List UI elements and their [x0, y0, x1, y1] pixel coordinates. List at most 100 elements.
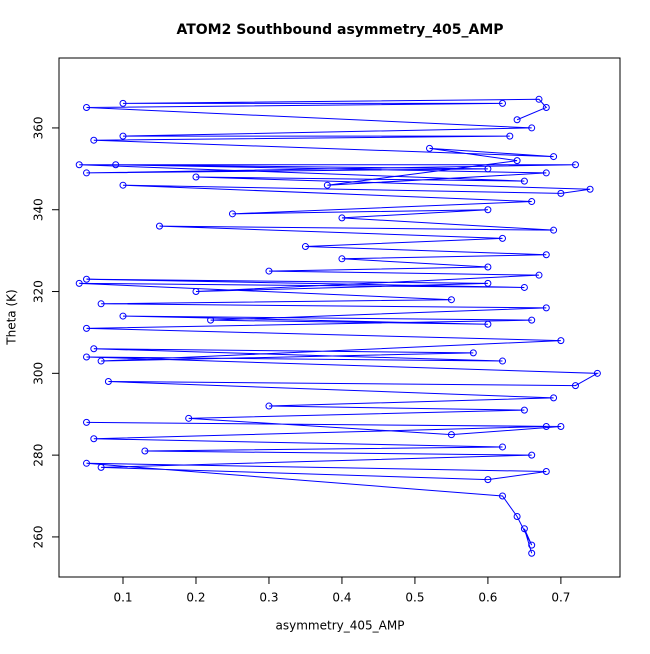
data-point [83, 275, 91, 283]
data-point [265, 267, 273, 275]
data-point [593, 369, 601, 377]
data-point [499, 234, 507, 242]
y-tick-label: 260 [32, 525, 46, 548]
data-point [83, 459, 91, 467]
data-point [528, 124, 536, 132]
data-point [83, 169, 91, 177]
data-point [484, 263, 492, 271]
data-point [528, 549, 536, 557]
data-point [90, 435, 98, 443]
data-point [520, 406, 528, 414]
data-point [141, 447, 149, 455]
data-point [83, 103, 91, 111]
data-point [520, 283, 528, 291]
data-point [447, 431, 455, 439]
data-point [338, 255, 346, 263]
data-line [79, 98, 600, 554]
data-point [90, 345, 98, 353]
data-point [119, 132, 127, 140]
x-tick-label: 0.6 [478, 591, 497, 605]
data-point [499, 99, 507, 107]
data-point [557, 422, 565, 430]
data-point [447, 296, 455, 304]
data-point [499, 443, 507, 451]
data-point [506, 132, 514, 140]
data-point [192, 173, 200, 181]
x-tick-label: 0.2 [186, 591, 205, 605]
data-point [484, 476, 492, 484]
data-point [119, 181, 127, 189]
data-point [484, 279, 492, 287]
data-point [75, 279, 83, 287]
y-tick-label: 300 [32, 362, 46, 385]
data-point [528, 316, 536, 324]
data-point [557, 337, 565, 345]
data-point [119, 312, 127, 320]
data-point [185, 414, 193, 422]
data-point [535, 271, 543, 279]
data-point [542, 103, 550, 111]
y-tick-label: 280 [32, 444, 46, 467]
data-point [97, 463, 105, 471]
data-point [557, 189, 565, 197]
y-tick-label: 340 [32, 198, 46, 221]
data-point [97, 300, 105, 308]
data-point [83, 324, 91, 332]
data-point [520, 177, 528, 185]
data-point [90, 136, 98, 144]
y-tick-label: 320 [32, 280, 46, 303]
data-point [83, 418, 91, 426]
data-point [119, 99, 127, 107]
y-axis-label: Theta (K) [5, 289, 19, 345]
plot-box [58, 57, 621, 578]
data-point [586, 185, 594, 193]
data-point [520, 525, 528, 533]
data-point [83, 353, 91, 361]
data-point [550, 226, 558, 234]
data-point [542, 467, 550, 475]
data-point [513, 116, 521, 124]
data-point [112, 161, 120, 169]
data-point [499, 492, 507, 500]
data-point [542, 422, 550, 430]
x-tick-label: 0.5 [405, 591, 424, 605]
x-tick-label: 0.7 [551, 591, 570, 605]
data-point [228, 210, 236, 218]
data-point [513, 157, 521, 165]
x-tick-label: 0.1 [113, 591, 132, 605]
data-point [104, 378, 112, 386]
data-point [528, 541, 536, 549]
data-point [484, 206, 492, 214]
data-point [75, 161, 83, 169]
x-tick-label: 0.4 [332, 591, 351, 605]
data-point [426, 144, 434, 152]
data-point [192, 288, 200, 296]
data-point [571, 161, 579, 169]
data-point [513, 512, 521, 520]
data-point [155, 222, 163, 230]
x-axis-label: asymmetry_405_AMP [276, 619, 405, 633]
data-point [542, 251, 550, 259]
data-point [484, 165, 492, 173]
data-point [338, 214, 346, 222]
data-point [542, 169, 550, 177]
x-tick-label: 0.3 [259, 591, 278, 605]
data-point [469, 349, 477, 357]
data-point [550, 153, 558, 161]
data-point [535, 95, 543, 103]
data-point [301, 243, 309, 251]
data-point [571, 382, 579, 390]
data-point [97, 357, 105, 365]
data-point [528, 198, 536, 206]
y-tick-label: 360 [32, 116, 46, 139]
data-point [542, 304, 550, 312]
data-point [484, 320, 492, 328]
chart-title: ATOM2 Southbound asymmetry_405_AMP [176, 22, 503, 38]
data-point [265, 402, 273, 410]
data-point [323, 181, 331, 189]
data-point [499, 357, 507, 365]
data-point [528, 451, 536, 459]
